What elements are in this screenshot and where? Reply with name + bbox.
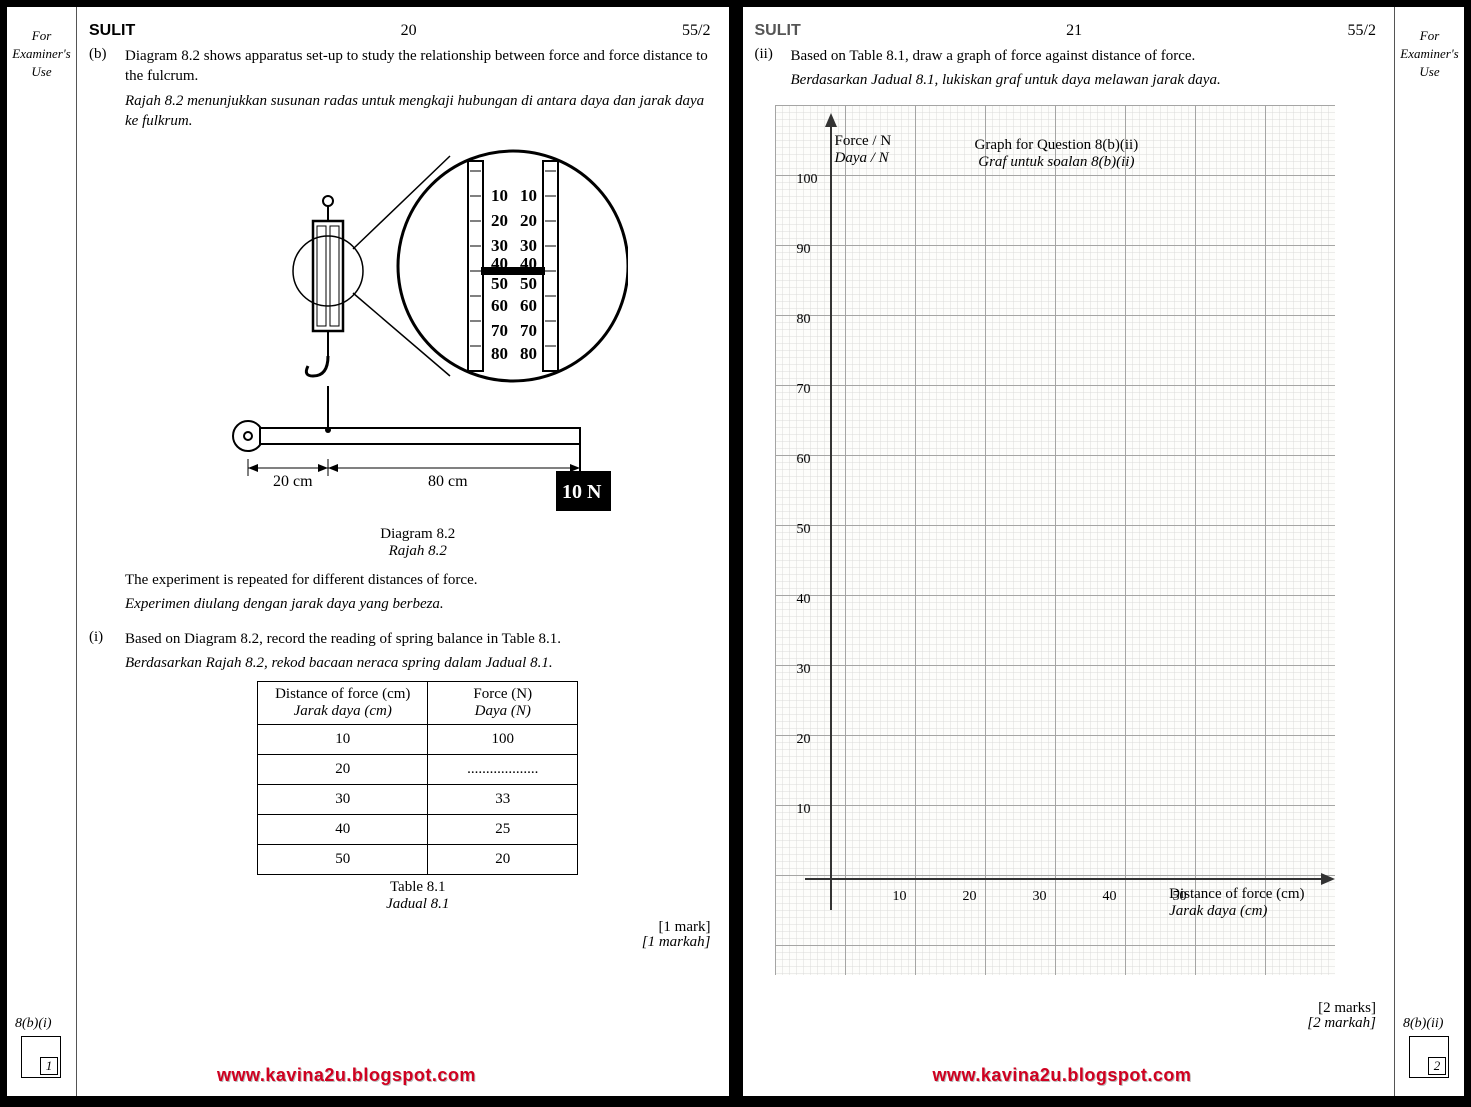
pagenum-right: 21 [1066, 22, 1082, 40]
examiner-margin-right: For Examiner's Use 8(b)(ii) 2 [1394, 7, 1464, 1096]
markbox-num-left: 1 [40, 1057, 58, 1075]
qi-en: Based on Diagram 8.2, record the reading… [125, 629, 711, 649]
code-left: 55/2 [682, 22, 710, 40]
svg-text:60: 60 [520, 296, 537, 315]
arrow-up-icon [825, 113, 837, 127]
page-right: SULIT 21 55/2 (ii) Based on Table 8.1, d… [740, 4, 1468, 1099]
lever-right-dim: 80 cm [428, 473, 468, 490]
weight-label: 10 N [562, 481, 602, 503]
qb-ms: Rajah 8.2 menunjukkan susunan radas untu… [125, 91, 711, 132]
qii-en: Based on Table 8.1, draw a graph of forc… [791, 46, 1377, 66]
watermark-right: www.kavina2u.blogspot.com [933, 1065, 1192, 1086]
table-row: 5020 [258, 845, 578, 875]
question-b-ii: (ii) Based on Table 8.1, draw a graph of… [755, 46, 1377, 95]
question-b: (b) Diagram 8.2 shows apparatus set-up t… [89, 46, 711, 619]
svg-text:70: 70 [520, 321, 537, 340]
svg-text:20: 20 [491, 211, 508, 230]
graph-title: Graph for Question 8(b)(ii)Graf untuk so… [975, 137, 1139, 171]
qi-ms: Berdasarkan Rajah 8.2, rekod bacaan nera… [125, 653, 711, 673]
table-row: 4025 [258, 815, 578, 845]
x-axis-label: Distance of force (cm)Jarak daya (cm) [1169, 886, 1304, 920]
examiner-margin-left: For Examiner's Use 8(b)(i) 1 [7, 7, 77, 1096]
qb-en: Diagram 8.2 shows apparatus set-up to st… [125, 46, 711, 87]
axis-x [805, 878, 1325, 880]
qi-label: (i) [89, 629, 117, 952]
qii-label: (ii) [755, 46, 783, 95]
svg-text:40: 40 [491, 254, 508, 273]
graph-paper: Force / NDaya / N Graph for Question 8(b… [775, 105, 1335, 975]
marks-right-ms: [2 markah] [755, 1015, 1377, 1032]
sulit-left: SULIT [89, 22, 135, 40]
svg-text:10: 10 [491, 186, 508, 205]
diagram-8-2: 10 10 20 20 30 30 40 40 50 50 60 60 70 70 80 80 [208, 141, 628, 560]
repeat-ms: Experimen diulang dengan jarak daya yang… [125, 594, 711, 614]
svg-text:20: 20 [520, 211, 537, 230]
markbox-num-right: 2 [1428, 1057, 1446, 1075]
markbox-left: 1 [21, 1036, 61, 1078]
graph-grid [775, 105, 1335, 975]
table-label-ms: Jadual 8.1 [125, 896, 711, 913]
svg-text:80: 80 [520, 344, 537, 363]
main-right: SULIT 21 55/2 (ii) Based on Table 8.1, d… [743, 7, 1395, 1096]
repeat-en: The experiment is repeated for different… [125, 570, 711, 590]
sulit-right: SULIT [755, 22, 801, 40]
axis-y [830, 125, 832, 910]
svg-text:30: 30 [491, 236, 508, 255]
marks-left-ms: [1 markah] [125, 934, 711, 951]
page-left: For Examiner's Use 8(b)(i) 1 SULIT 20 55… [4, 4, 732, 1099]
svg-text:40: 40 [520, 254, 537, 273]
table-row: 3033 [258, 785, 578, 815]
diagram-label-ms: Rajah 8.2 [208, 543, 628, 560]
diagram-label-en: Diagram 8.2 [208, 526, 628, 543]
arrow-right-icon [1321, 873, 1335, 885]
svg-text:80: 80 [491, 344, 508, 363]
page-header-left: SULIT 20 55/2 [89, 22, 711, 40]
examiner-label: For Examiner's Use [7, 27, 76, 82]
svg-text:10: 10 [520, 186, 537, 205]
markbox-label-right: 8(b)(ii) [1403, 1014, 1443, 1034]
svg-text:50: 50 [491, 274, 508, 293]
code-right: 55/2 [1348, 22, 1376, 40]
markbox-label-left: 8(b)(i) [15, 1014, 52, 1034]
question-b-i: (i) Based on Diagram 8.2, record the rea… [89, 629, 711, 952]
svg-text:50: 50 [520, 274, 537, 293]
qb-label: (b) [89, 46, 117, 619]
watermark-left: www.kavina2u.blogspot.com [217, 1065, 476, 1086]
svg-text:70: 70 [491, 321, 508, 340]
pagenum-left: 20 [401, 22, 417, 40]
svg-text:30: 30 [520, 236, 537, 255]
svg-text:60: 60 [491, 296, 508, 315]
table-label-en: Table 8.1 [125, 879, 711, 896]
examiner-label-right: For Examiner's Use [1395, 27, 1464, 82]
table-row: 20................... [258, 755, 578, 785]
table-8-1: Distance of force (cm)Jarak daya (cm) Fo… [257, 681, 578, 875]
markbox-right: 2 [1409, 1036, 1449, 1078]
table-row: 10100 [258, 725, 578, 755]
page-header-right: SULIT 21 55/2 [755, 22, 1377, 40]
y-axis-label: Force / NDaya / N [835, 133, 892, 167]
qii-ms: Berdasarkan Jadual 8.1, lukiskan graf un… [791, 70, 1377, 90]
lever-left-dim: 20 cm [273, 473, 313, 490]
diagram-svg: 10 10 20 20 30 30 40 40 50 50 60 60 70 70 80 80 [208, 141, 628, 521]
main-left: SULIT 20 55/2 (b) Diagram 8.2 shows appa… [77, 7, 729, 1096]
